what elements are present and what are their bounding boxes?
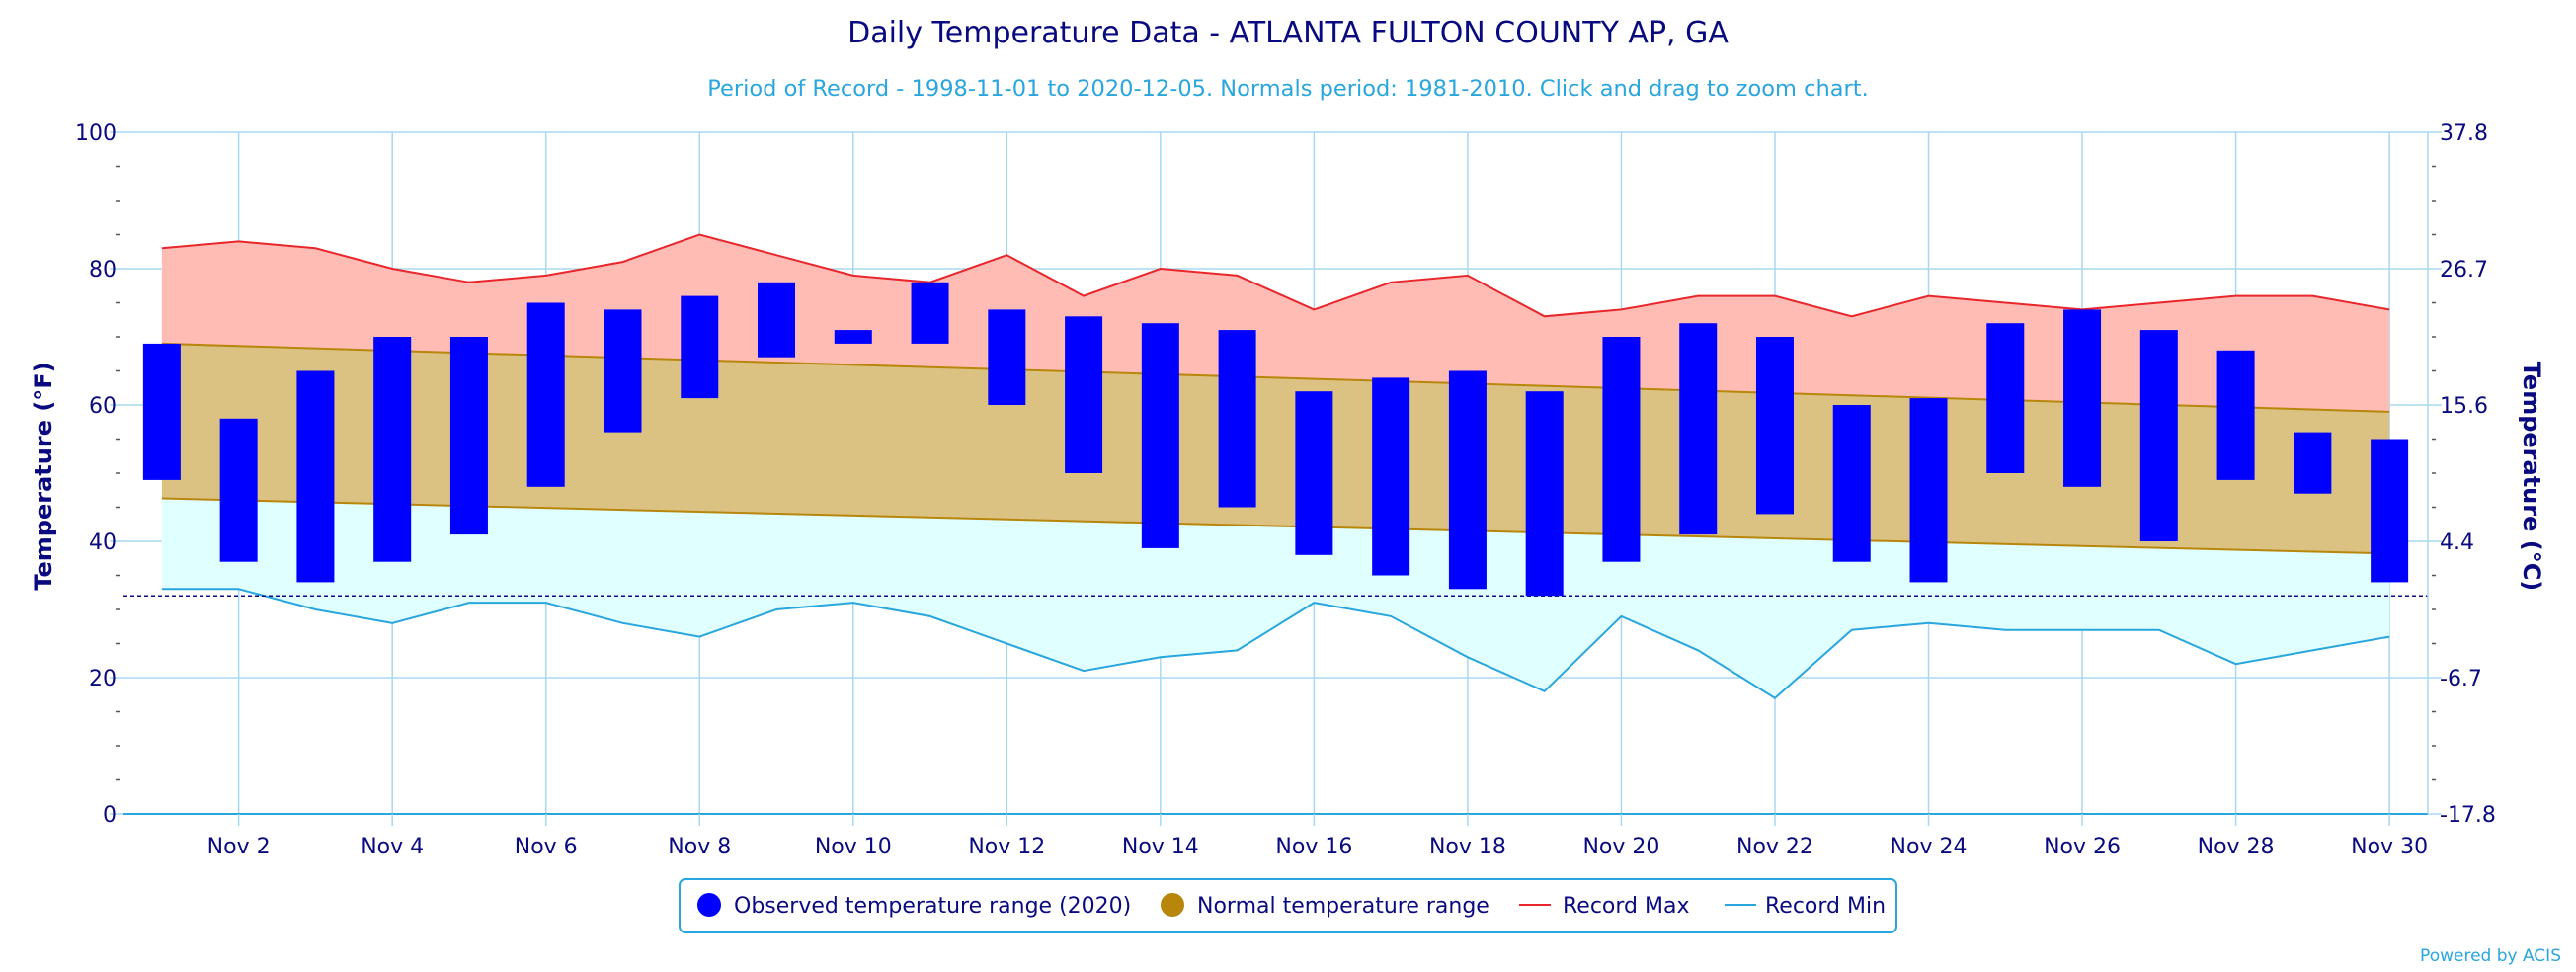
- y-tick-label: 80: [89, 258, 117, 283]
- y-tick-label-right: 15.6: [2440, 394, 2488, 419]
- observed-range-bar[interactable]: [2216, 350, 2255, 480]
- observed-range-bar[interactable]: [449, 337, 488, 535]
- observed-range-bar[interactable]: [1755, 337, 1794, 515]
- observed-range-bar[interactable]: [1525, 391, 1564, 597]
- chart-subtitle: Period of Record - 1998-11-01 to 2020-12…: [707, 76, 1868, 102]
- observed-range-bar[interactable]: [681, 295, 719, 399]
- observed-range-bar[interactable]: [1986, 323, 2025, 473]
- legend-box: [679, 878, 1897, 933]
- legend-label-record-max: Record Max: [1563, 894, 1690, 919]
- x-tick-label: Nov 20: [1582, 835, 1659, 859]
- observed-range-bar[interactable]: [219, 418, 258, 562]
- normal-range-area: [161, 343, 2390, 554]
- y-tick-label-right: -17.8: [2440, 803, 2496, 828]
- observed-range-bar[interactable]: [526, 302, 565, 487]
- y-tick-label: 100: [75, 122, 117, 146]
- observed-range-bar[interactable]: [2294, 432, 2332, 494]
- observed-range-bar[interactable]: [373, 337, 412, 562]
- y-tick-label: 0: [103, 803, 117, 828]
- x-tick-label: Nov 14: [1122, 835, 1199, 859]
- observed-range-bar[interactable]: [142, 343, 181, 480]
- y-tick-label-right: 26.7: [2440, 258, 2488, 283]
- record-min-area: [161, 498, 2390, 698]
- legend-item-observed[interactable]: Observed temperature range (2020): [697, 893, 1131, 919]
- x-tick-label: Nov 30: [2351, 835, 2428, 859]
- credit-link[interactable]: Powered by ACIS: [2420, 946, 2561, 966]
- legend-label-normal: Normal temperature range: [1197, 894, 1489, 919]
- observed-range-bar[interactable]: [1679, 323, 1718, 535]
- x-tick-label: Nov 4: [361, 835, 424, 859]
- observed-range-bar[interactable]: [758, 282, 796, 358]
- x-tick-label: Nov 16: [1275, 835, 1352, 859]
- gold-circle-icon: [1161, 893, 1184, 917]
- observed-range-bar[interactable]: [2371, 439, 2409, 583]
- x-tick-label: Nov 24: [1891, 835, 1968, 859]
- observed-range-bar[interactable]: [604, 309, 642, 433]
- chart-title: Daily Temperature Data - ATLANTA FULTON …: [847, 16, 1729, 50]
- y-axis-title-right: Temperature (°C): [2518, 362, 2545, 592]
- y-tick-label: 60: [89, 394, 117, 419]
- x-tick-label: Nov 18: [1429, 835, 1506, 859]
- observed-range-bar[interactable]: [1218, 330, 1256, 508]
- observed-range-bar[interactable]: [1295, 391, 1333, 555]
- legend-item-record-max[interactable]: Record Max: [1519, 894, 1690, 919]
- blue-circle-icon: [697, 893, 721, 917]
- x-tick-label: Nov 6: [515, 835, 578, 859]
- observed-range-bar[interactable]: [2139, 330, 2178, 541]
- y-tick-label-right: 37.8: [2440, 122, 2488, 146]
- legend-item-normal[interactable]: Normal temperature range: [1161, 893, 1489, 919]
- record-max-area: [161, 234, 2390, 412]
- x-tick-label: Nov 10: [815, 835, 892, 859]
- x-tick-label: Nov 22: [1736, 835, 1813, 859]
- observed-range-bar[interactable]: [1832, 405, 1871, 562]
- record-min-line: [161, 588, 2390, 699]
- observed-range-bar[interactable]: [1909, 398, 1948, 583]
- normal-low-line: [161, 497, 2390, 555]
- observed-range-bar[interactable]: [1141, 323, 1179, 548]
- legend[interactable]: Observed temperature range (2020) Normal…: [679, 878, 1897, 933]
- x-tick-label: Nov 28: [2198, 835, 2275, 859]
- x-tick-label: Nov 12: [968, 835, 1045, 859]
- observed-range-bar[interactable]: [1065, 316, 1103, 473]
- x-tick-label: Nov 26: [2044, 835, 2121, 859]
- y-tick-label: 40: [89, 530, 117, 555]
- x-tick-label: Nov 8: [668, 835, 731, 859]
- observed-range-bar[interactable]: [988, 309, 1026, 405]
- y-tick-label: 20: [89, 667, 117, 691]
- observed-range-bar[interactable]: [296, 370, 335, 583]
- observed-range-bar[interactable]: [1448, 370, 1487, 590]
- observed-range-bar[interactable]: [1372, 377, 1410, 576]
- legend-label-observed: Observed temperature range (2020): [734, 894, 1131, 919]
- x-tick-label: Nov 2: [207, 835, 271, 859]
- legend-item-record-min[interactable]: Record Min: [1725, 894, 1886, 919]
- observed-range-bar[interactable]: [2063, 309, 2102, 487]
- observed-range-bar[interactable]: [911, 282, 949, 344]
- observed-range-bar[interactable]: [834, 330, 872, 344]
- y-axis-title-left: Temperature (°F): [30, 362, 57, 590]
- y-tick-label-right: 4.4: [2440, 530, 2474, 555]
- record-max-line: [161, 233, 2390, 318]
- observed-range-bar[interactable]: [1602, 337, 1641, 562]
- legend-label-record-min: Record Min: [1765, 894, 1886, 919]
- y-tick-label-right: -6.7: [2440, 667, 2482, 691]
